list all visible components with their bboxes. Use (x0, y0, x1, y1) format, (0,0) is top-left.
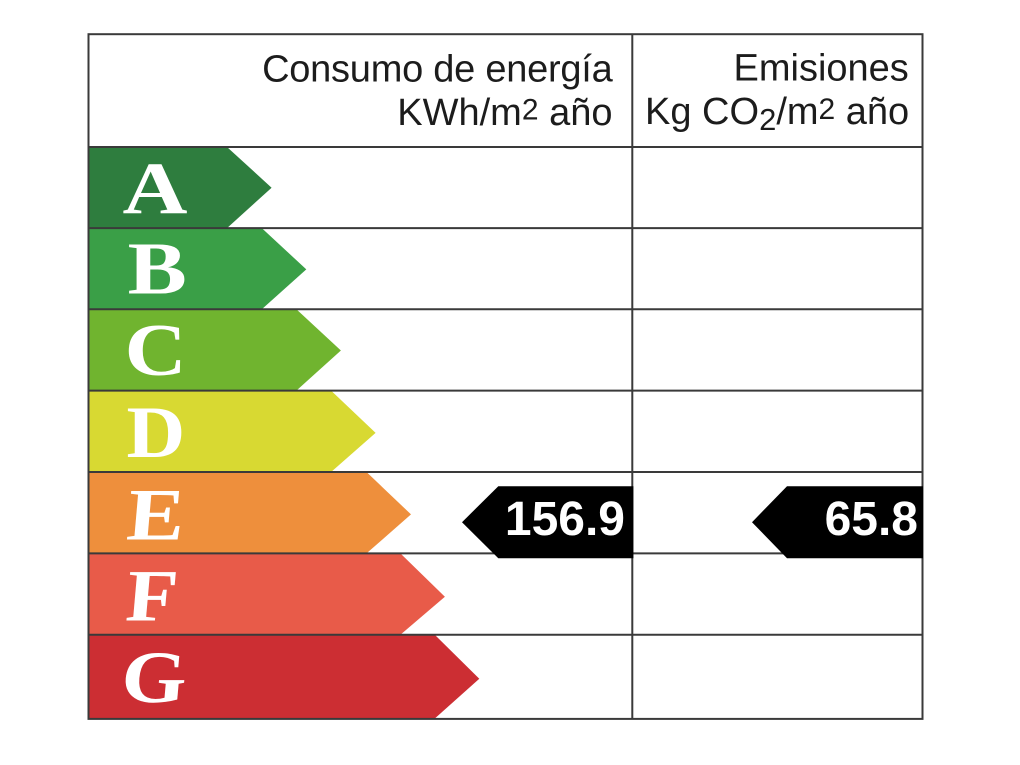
svg-text:G: G (118, 637, 190, 718)
svg-text:A: A (123, 147, 188, 229)
svg-text:F: F (123, 556, 181, 637)
svg-text:D: D (127, 391, 186, 473)
svg-text:156.9: 156.9 (505, 493, 625, 546)
svg-text:Kg CO2/m2 año: Kg CO2/m2 año (645, 91, 909, 137)
svg-text:Emisiones: Emisiones (734, 48, 909, 90)
svg-text:B: B (128, 227, 187, 309)
svg-text:KWh/m2 año: KWh/m2 año (397, 92, 612, 134)
svg-text:C: C (125, 310, 187, 391)
svg-text:E: E (124, 474, 188, 556)
svg-text:65.8: 65.8 (825, 493, 918, 546)
svg-text:Consumo de energía: Consumo de energía (262, 49, 614, 91)
